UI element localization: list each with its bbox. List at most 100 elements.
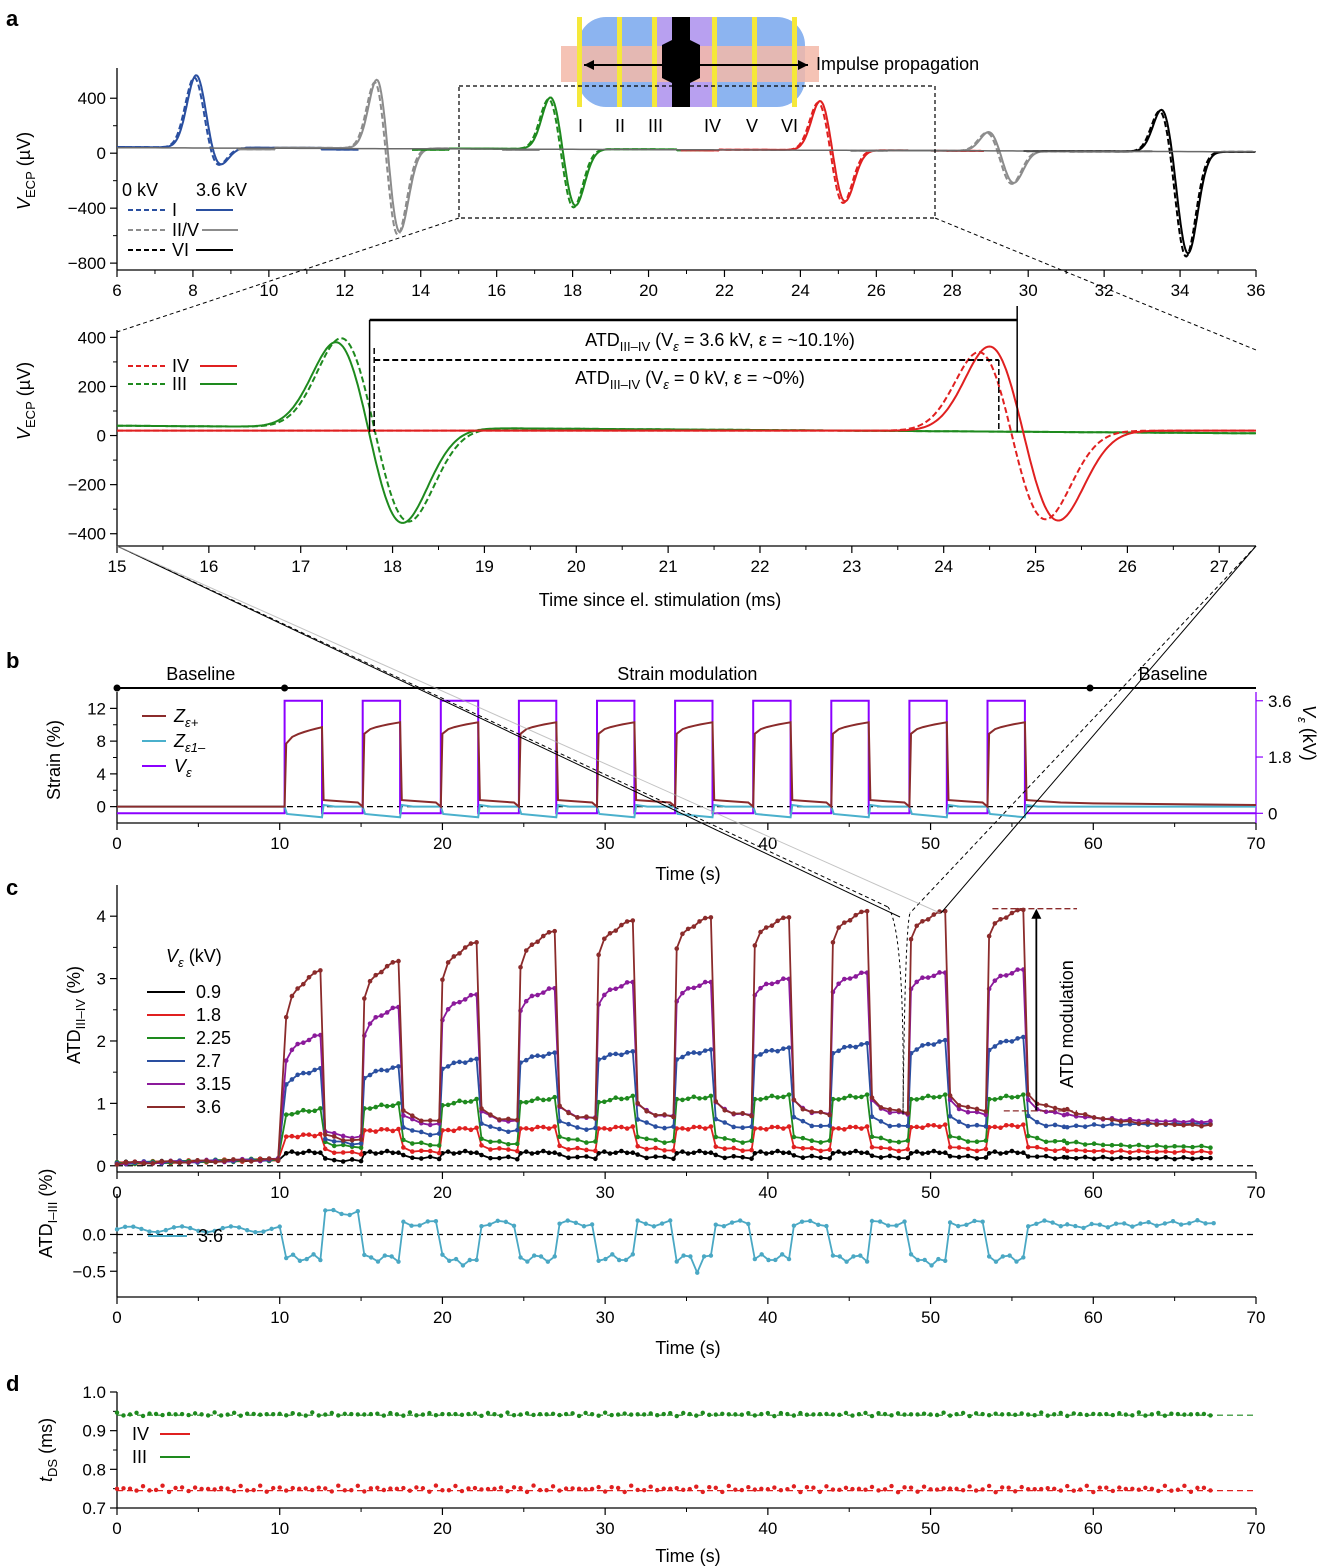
tds-point-IV <box>244 1488 250 1493</box>
panel-c-legend: Vε (kV) 0.9 1.8 2.25 2.7 3.15 3.6 <box>147 946 231 1117</box>
atd13-point <box>179 1224 185 1229</box>
atd-point-2.7 <box>593 1125 598 1131</box>
legend-label-3.6: 3.6 <box>196 1097 221 1117</box>
tds-point-III <box>1208 1413 1213 1418</box>
atd-point-3.6 <box>445 960 451 965</box>
atd13-point <box>721 1223 727 1229</box>
tds-point-IV <box>531 1483 536 1488</box>
atd-point-2.7 <box>462 1060 468 1065</box>
tds-point-IV <box>310 1487 315 1493</box>
x-tick-label: 60 <box>1084 1519 1103 1538</box>
atd-point-1.8 <box>842 1127 847 1132</box>
atd13-point <box>1146 1220 1151 1225</box>
panel-c2-traces <box>114 1207 1216 1276</box>
atd-point-1.8 <box>644 1146 649 1152</box>
atd-point-1.8 <box>340 1150 346 1155</box>
atd-point-1.8 <box>965 1146 971 1152</box>
atd-point-2.25 <box>340 1142 346 1148</box>
tds-point-IV <box>466 1486 471 1491</box>
atd-point-1.8 <box>786 1124 792 1129</box>
atd-point-2.25 <box>331 1143 337 1149</box>
tds-point-IV <box>349 1487 354 1493</box>
atd13-point <box>565 1218 570 1223</box>
trace-ve <box>117 699 1256 815</box>
atd-point-1.8 <box>635 1143 640 1149</box>
tds-point-III <box>166 1411 172 1417</box>
x-tick-label: 0 <box>112 1308 121 1327</box>
tds-point-IV <box>114 1486 120 1492</box>
tds-point-IV <box>694 1484 699 1489</box>
atd-point-0.9 <box>942 1150 948 1156</box>
atd-point-0.9 <box>713 1152 719 1158</box>
atd-point-2.25 <box>1025 1133 1031 1139</box>
atd-point-2.7 <box>331 1139 337 1144</box>
atd13-point <box>869 1218 875 1224</box>
atd13-series <box>116 1209 1214 1276</box>
atd-point-1.8 <box>306 1132 312 1137</box>
tds-point-IV <box>121 1486 126 1491</box>
atd-point-0.9 <box>1003 1150 1009 1156</box>
atd-point-2.7 <box>535 1053 540 1058</box>
atd-point-0.9 <box>1064 1155 1070 1160</box>
atd-point-1.8 <box>379 1127 384 1132</box>
atd-point-1.8 <box>445 1127 451 1133</box>
x-tick-label: 22 <box>751 557 770 576</box>
tds-point-III <box>941 1410 946 1415</box>
atd-point-2.25 <box>630 1093 636 1099</box>
legend-ze-minus: Zε1– <box>173 731 206 755</box>
atd-point-2.25 <box>791 1134 797 1140</box>
atd13-point <box>155 1229 160 1235</box>
tds-point-IV <box>934 1487 940 1492</box>
atd-point-2.7 <box>905 1123 911 1129</box>
atd-point-2.7 <box>731 1124 736 1130</box>
tds-point-IV <box>414 1485 419 1490</box>
tds-point-III <box>440 1411 445 1417</box>
atd-point-2.7 <box>1043 1123 1049 1129</box>
tds-point-III <box>791 1413 797 1418</box>
atd-point-3.6 <box>401 1108 406 1113</box>
tds-point-IV <box>1078 1487 1083 1492</box>
atd-point-2.7 <box>914 1047 920 1052</box>
atd-point-0.9 <box>920 1151 925 1156</box>
atd-point-3.6 <box>159 1159 165 1164</box>
tds-point-III <box>218 1413 224 1418</box>
atd-point-1.8 <box>925 1123 931 1128</box>
inset-electrode-i <box>577 17 582 107</box>
atd-point-3.15 <box>541 990 546 995</box>
tds-point-IV <box>271 1485 276 1491</box>
atd13-point <box>368 1255 374 1260</box>
tds-point-III <box>557 1412 562 1418</box>
atd-point-0.9 <box>818 1155 824 1160</box>
atd-point-2.7 <box>295 1072 300 1078</box>
inset-numeral-iii: III <box>648 116 663 136</box>
x-tick-label: 70 <box>1247 1519 1266 1538</box>
tds-point-III <box>316 1413 321 1418</box>
atd-point-3.6 <box>123 1160 129 1165</box>
tds-point-IV <box>973 1488 979 1493</box>
tds-point-IV <box>388 1486 393 1491</box>
atd-point-0.9 <box>301 1150 306 1156</box>
atd-point-3.15 <box>956 1106 962 1112</box>
tds-point-IV <box>1195 1485 1200 1491</box>
atd-point-0.9 <box>830 1150 836 1156</box>
atd13-point <box>440 1252 445 1257</box>
atd-point-1.8 <box>624 1126 630 1131</box>
tds-point-III <box>179 1411 185 1417</box>
atd-point-1.8 <box>992 1124 998 1130</box>
atd-point-0.9 <box>914 1149 920 1154</box>
tds-point-III <box>205 1413 211 1418</box>
atd-point-2.7 <box>436 1131 442 1136</box>
atd-point-1.8 <box>619 1124 624 1130</box>
atd-point-2.7 <box>445 1064 451 1069</box>
atd13-point <box>1034 1221 1039 1227</box>
atd-point-2.7 <box>864 1040 870 1046</box>
atd-point-2.25 <box>575 1137 580 1142</box>
atd-point-0.9 <box>864 1150 870 1156</box>
atd-point-2.25 <box>289 1111 295 1117</box>
legend-label-i: I <box>172 200 177 220</box>
x-tick-label: 0 <box>112 1519 121 1538</box>
atd13-point <box>433 1218 439 1224</box>
atd-point-3.15 <box>427 1122 433 1128</box>
atd13-point <box>886 1223 891 1228</box>
tds-point-IV <box>1045 1485 1050 1491</box>
